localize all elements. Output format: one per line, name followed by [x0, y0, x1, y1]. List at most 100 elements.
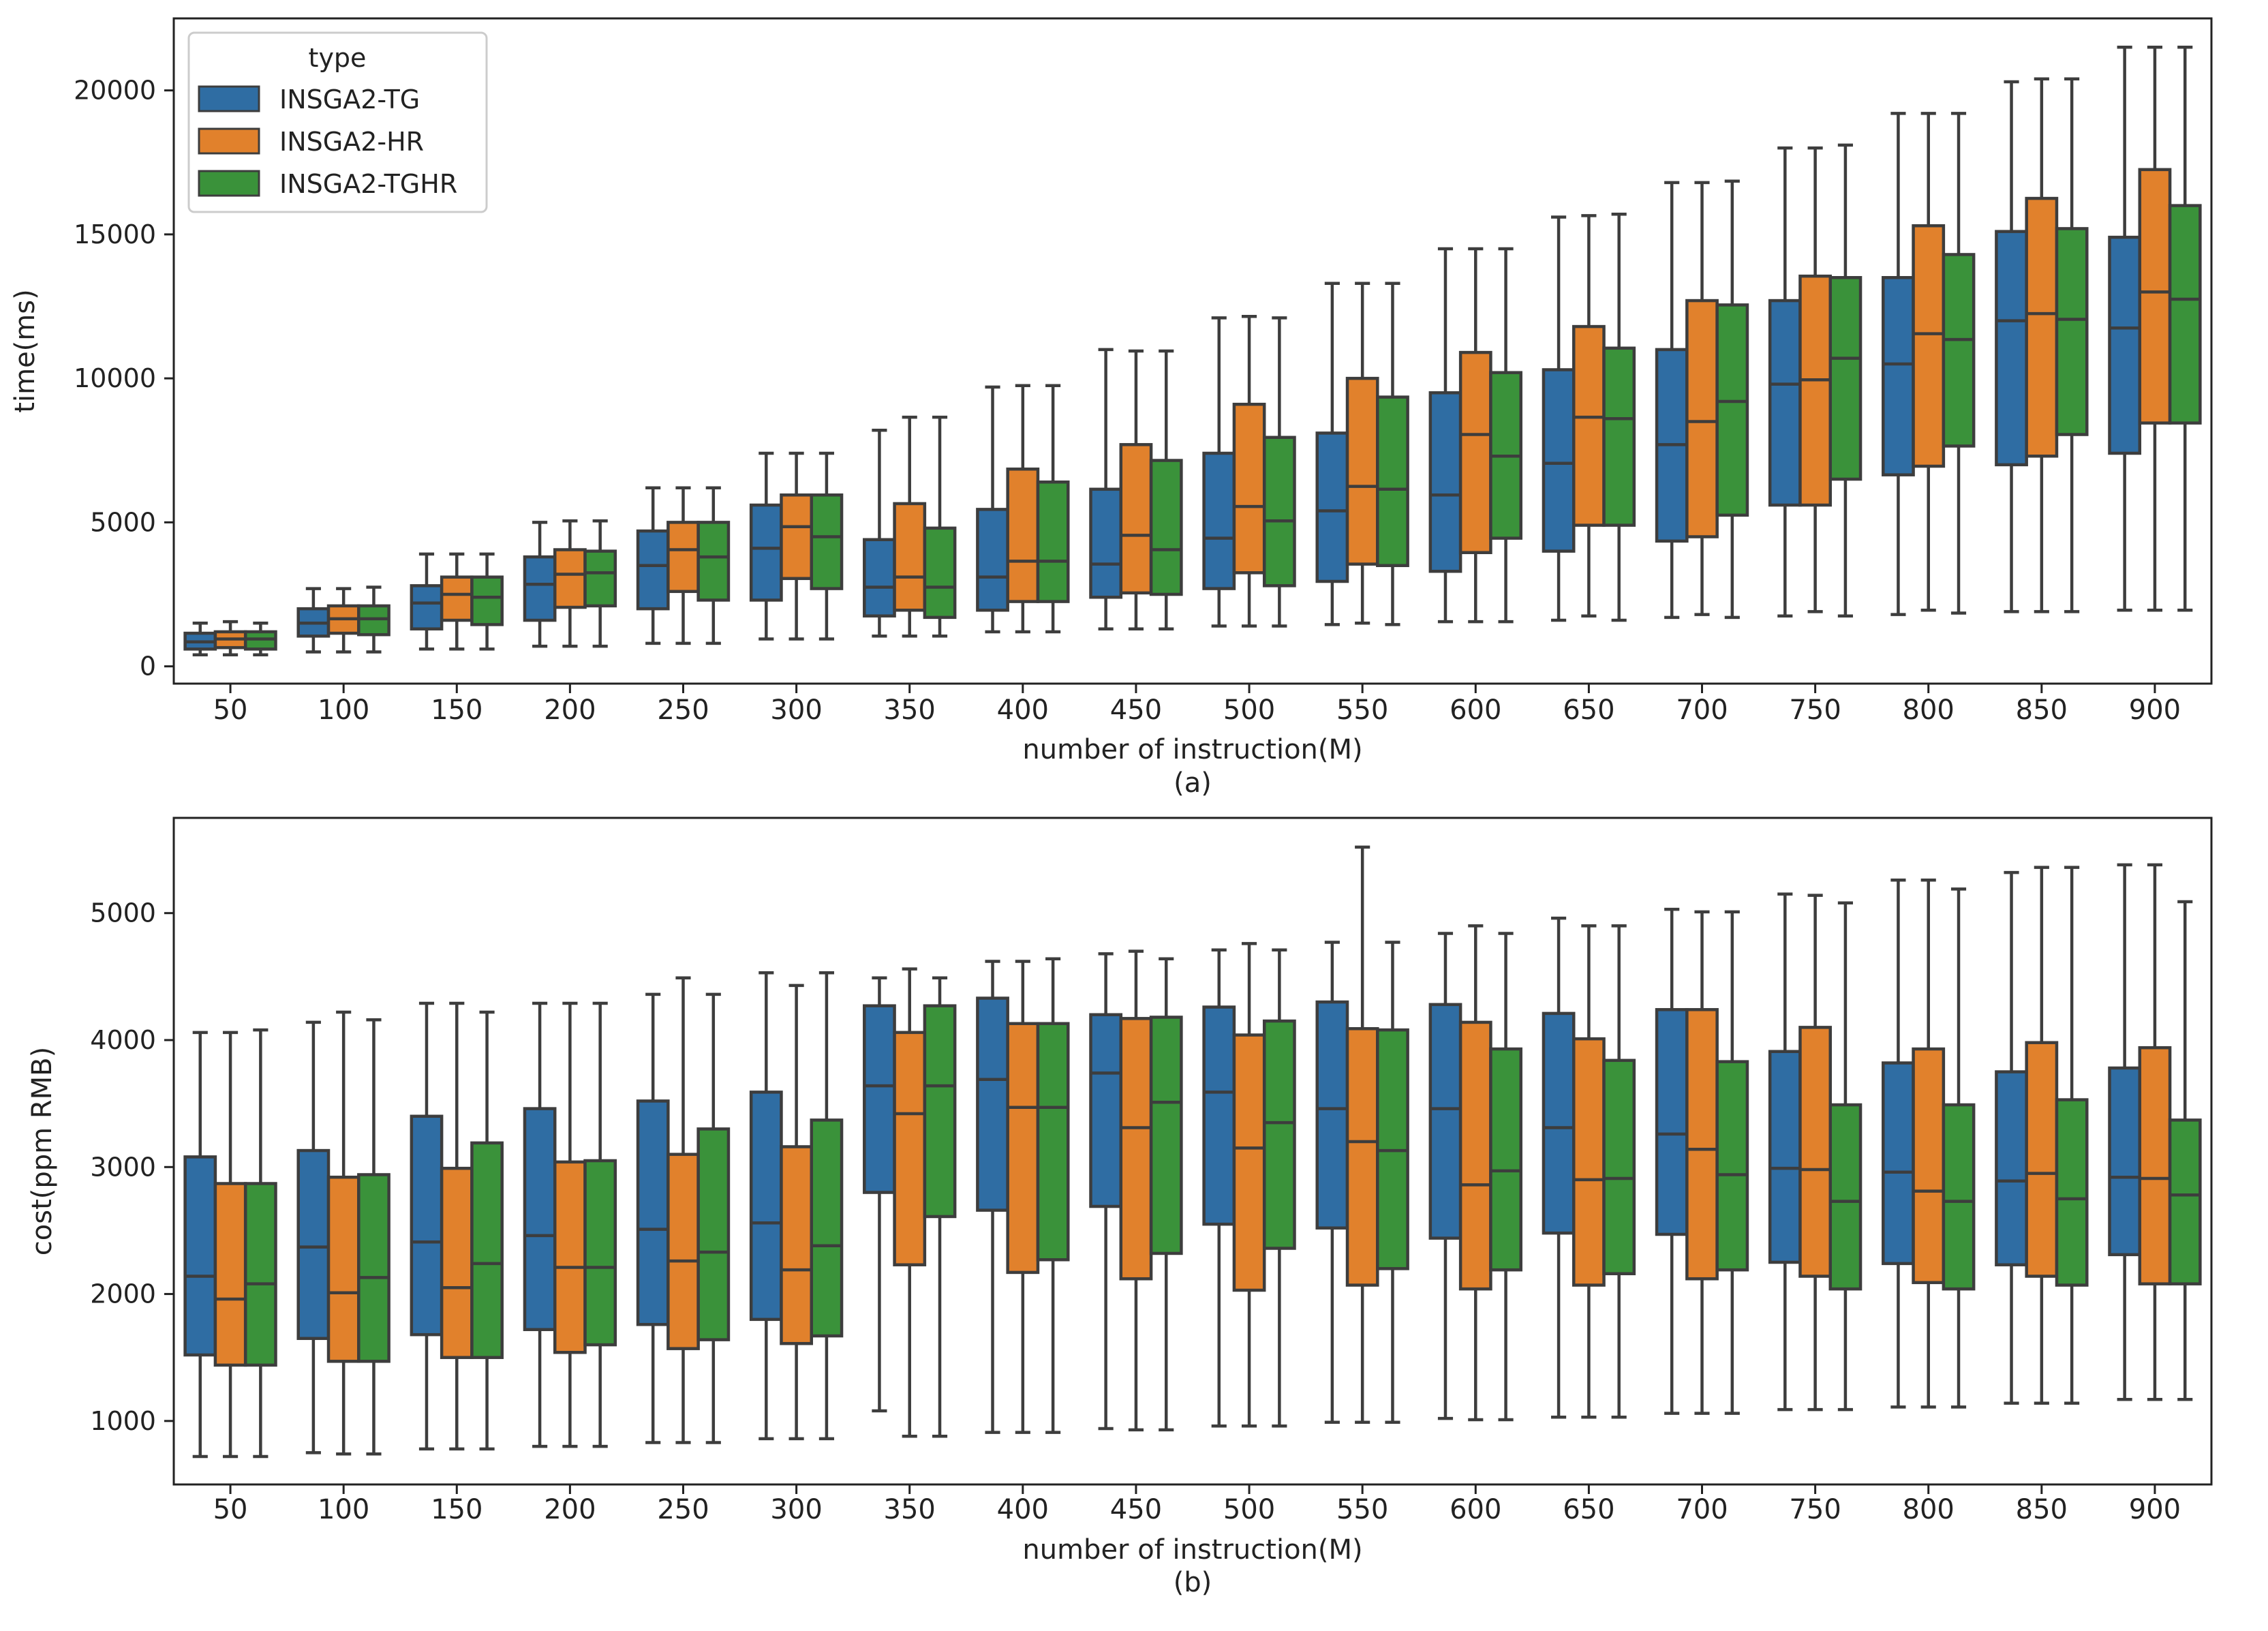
- legend: type INSGA2-TG INSGA2-HR INSGA2-TGHR: [187, 31, 488, 213]
- box-insga2-tghr-400: [1036, 384, 1070, 634]
- box-insga2-tghr-850: [2055, 866, 2089, 1405]
- iqr-box: [2108, 235, 2142, 455]
- iqr-box: [666, 521, 700, 594]
- box-insga2-tg-350: [863, 976, 896, 1413]
- iqr-box: [923, 526, 957, 620]
- iqr-box: [1995, 230, 2028, 467]
- box-insga2-tghr-700: [1715, 910, 1749, 1415]
- box-insga2-hr-250: [666, 976, 700, 1444]
- x-tick-label: 350: [884, 1494, 936, 1525]
- box-insga2-tghr-750: [1828, 901, 1863, 1412]
- iqr-box: [583, 1159, 617, 1347]
- box-insga2-tghr-500: [1262, 316, 1296, 628]
- iqr-box: [1715, 1060, 1749, 1272]
- box-insga2-tg-750: [1768, 146, 1802, 618]
- x-tick-label: 850: [2016, 695, 2068, 726]
- x-tick-label: 650: [1563, 1494, 1614, 1525]
- box-insga2-tg-100: [296, 587, 331, 654]
- x-tick-label: 300: [770, 1494, 822, 1525]
- iqr-box: [2168, 1118, 2202, 1285]
- legend-title: type: [309, 43, 367, 73]
- iqr-box: [636, 529, 670, 611]
- iqr-box: [636, 1099, 670, 1326]
- iqr-box: [1828, 276, 1863, 481]
- iqr-box: [523, 555, 557, 622]
- iqr-box: [1315, 431, 1349, 583]
- box-insga2-tghr-600: [1489, 932, 1522, 1422]
- iqr-box: [2138, 1046, 2172, 1285]
- legend-label: INSGA2-TG: [279, 85, 420, 115]
- y-tick-label: 5000: [90, 898, 156, 928]
- legend-swatch: [198, 85, 260, 112]
- box-insga2-hr-750: [1798, 894, 1833, 1412]
- iqr-box: [1542, 1011, 1576, 1235]
- iqr-box: [1912, 1047, 1946, 1285]
- iqr-box: [2025, 1041, 2059, 1278]
- iqr-box: [696, 1127, 731, 1341]
- iqr-box: [1572, 1037, 1606, 1287]
- box-insga2-tghr-750: [1828, 143, 1863, 618]
- x-axis-label: number of instruction(M): [1022, 734, 1362, 765]
- box-insga2-hr-750: [1798, 146, 1833, 613]
- iqr-box: [1828, 1103, 1863, 1291]
- box-insga2-tg-450: [1089, 952, 1123, 1431]
- iqr-box: [1768, 1050, 1802, 1264]
- iqr-box: [863, 538, 896, 618]
- box-insga2-tghr-150: [470, 552, 504, 651]
- iqr-box: [583, 549, 617, 608]
- box-insga2-tghr-250: [696, 486, 731, 645]
- box-insga2-tg-250: [636, 486, 670, 645]
- iqr-box: [440, 575, 474, 622]
- iqr-box: [410, 1114, 444, 1337]
- iqr-box: [1942, 1103, 1976, 1291]
- box-insga2-hr-600: [1458, 247, 1492, 624]
- x-tick-label: 800: [1903, 1494, 1955, 1525]
- box-insga2-tghr-50: [243, 1028, 277, 1459]
- iqr-box: [810, 493, 844, 590]
- box-insga2-tg-650: [1542, 916, 1576, 1419]
- y-axis-label: cost(ppm RMB): [27, 1047, 58, 1255]
- box-insga2-hr-100: [326, 587, 361, 654]
- box-insga2-tghr-350: [923, 976, 957, 1438]
- x-tick-label: 250: [657, 695, 709, 726]
- iqr-box: [243, 1182, 277, 1367]
- box-insga2-tghr-100: [357, 1018, 390, 1456]
- box-insga2-hr-550: [1345, 845, 1379, 1424]
- y-tick-label: 2000: [90, 1279, 156, 1309]
- iqr-box: [810, 1118, 844, 1338]
- iqr-box: [1262, 436, 1296, 588]
- y-tick-label: 5000: [90, 507, 156, 537]
- x-tick-label: 900: [2129, 695, 2181, 726]
- panel-a: 0 5000 10000 15000 20000 50 100 150 200 250 300 350…: [10, 17, 2213, 799]
- box-insga2-tghr-500: [1262, 948, 1296, 1428]
- iqr-box: [1489, 1047, 1522, 1272]
- box-insga2-tghr-400: [1036, 957, 1070, 1434]
- iqr-box: [1119, 443, 1153, 595]
- iqr-box: [410, 584, 444, 630]
- box-insga2-tghr-600: [1489, 247, 1522, 624]
- iqr-box: [213, 1182, 247, 1367]
- iqr-box: [1798, 1026, 1833, 1278]
- box-insga2-hr-200: [553, 1001, 587, 1448]
- box-insga2-tghr-850: [2055, 77, 2089, 613]
- x-tick-label: 150: [431, 1494, 482, 1525]
- iqr-box: [1428, 391, 1462, 573]
- x-axis-label: number of instruction(M): [1022, 1534, 1362, 1566]
- box-insga2-hr-150: [440, 552, 474, 651]
- iqr-box: [1942, 253, 1976, 448]
- iqr-box: [357, 1173, 390, 1363]
- x-tick-label: 300: [770, 695, 822, 726]
- legend-label: INSGA2-HR: [279, 127, 424, 157]
- iqr-box: [523, 1107, 557, 1331]
- box-insga2-hr-850: [2025, 77, 2059, 613]
- y-tick-label: 10000: [74, 363, 156, 393]
- legend-swatch: [198, 170, 260, 197]
- x-tick-label: 700: [1676, 695, 1728, 726]
- iqr-box: [2138, 168, 2172, 425]
- x-tick-label: 350: [884, 695, 936, 726]
- box-insga2-tg-850: [1995, 870, 2028, 1405]
- box-insga2-tghr-50: [243, 622, 277, 656]
- iqr-box: [2168, 204, 2202, 425]
- box-insga2-tghr-650: [1602, 213, 1636, 622]
